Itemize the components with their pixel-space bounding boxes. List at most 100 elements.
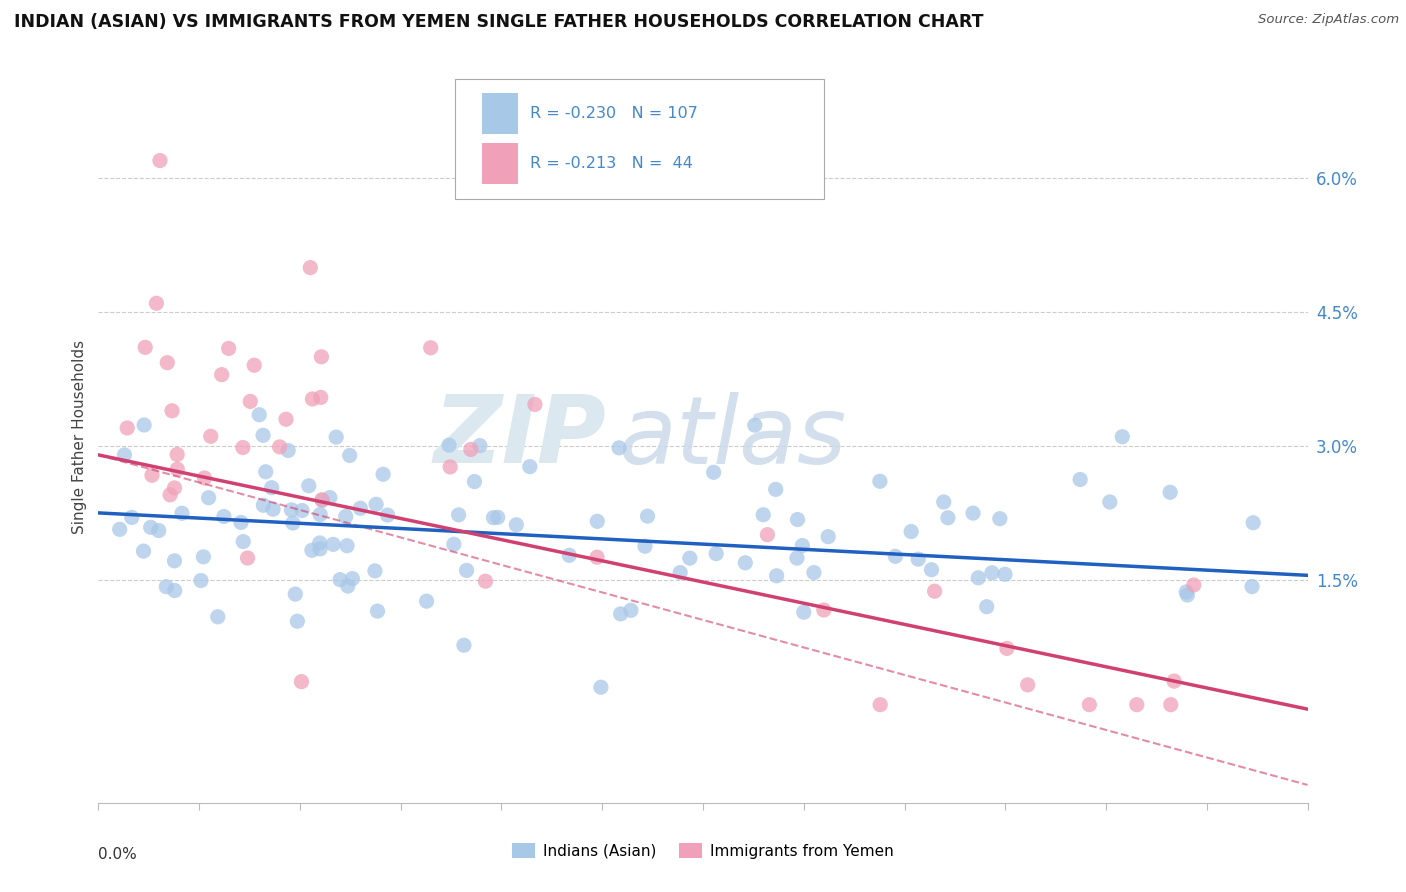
Point (260, 481, 283, 495)
Point (284, 587, 307, 601)
Point (981, 566, 1004, 580)
Point (920, 563, 942, 577)
Point (679, 551, 702, 566)
Point (669, 566, 692, 580)
Point (232, 441, 254, 455)
Point (281, 516, 304, 530)
Point (994, 567, 1017, 582)
Point (121, 510, 143, 524)
Text: R = -0.230   N = 107: R = -0.230 N = 107 (530, 106, 697, 120)
Point (1069, 473, 1091, 487)
Point (141, 468, 163, 483)
Point (793, 605, 815, 619)
Point (367, 604, 389, 618)
Point (1098, 495, 1121, 509)
Point (274, 412, 297, 426)
Point (1182, 578, 1205, 592)
Point (254, 465, 277, 479)
Point (734, 556, 756, 570)
Point (243, 358, 266, 372)
Point (765, 483, 787, 497)
Point (139, 520, 162, 534)
Point (1078, 698, 1101, 712)
Point (252, 428, 274, 442)
Text: atlas: atlas (619, 392, 846, 483)
Text: ZIP: ZIP (433, 391, 606, 483)
Point (308, 536, 330, 550)
Point (301, 392, 323, 406)
Point (309, 391, 332, 405)
Point (329, 573, 352, 587)
Point (269, 440, 291, 454)
Point (988, 511, 1011, 525)
Point (620, 603, 643, 617)
Point (792, 539, 814, 553)
Point (364, 497, 387, 511)
Point (339, 449, 361, 463)
Point (744, 418, 766, 433)
Point (309, 508, 332, 522)
Point (869, 698, 891, 712)
Point (132, 544, 155, 558)
FancyBboxPatch shape (482, 144, 517, 184)
Point (607, 441, 630, 455)
Point (1111, 430, 1133, 444)
Point (291, 503, 314, 517)
Point (132, 417, 155, 432)
Point (474, 574, 496, 589)
Point (159, 488, 181, 502)
Point (163, 554, 186, 568)
Point (468, 439, 491, 453)
Point (112, 448, 135, 462)
Point (813, 603, 835, 617)
Point (589, 680, 612, 694)
Point (752, 508, 775, 522)
Point (1017, 678, 1039, 692)
Point (277, 443, 299, 458)
Point (439, 459, 461, 474)
Point (342, 572, 364, 586)
Point (247, 408, 270, 422)
Point (463, 475, 485, 489)
Point (967, 571, 990, 585)
Point (523, 397, 546, 411)
Point (193, 471, 215, 485)
Point (924, 584, 946, 599)
Point (170, 506, 193, 520)
FancyBboxPatch shape (482, 94, 517, 134)
Point (155, 580, 177, 594)
Point (285, 614, 308, 628)
Point (482, 510, 505, 524)
Point (756, 527, 779, 541)
Point (163, 481, 186, 495)
Point (486, 510, 509, 524)
Point (519, 459, 541, 474)
Point (134, 340, 156, 354)
Point (207, 609, 229, 624)
Point (1126, 698, 1149, 712)
Point (415, 594, 437, 608)
Point (319, 491, 342, 505)
Point (443, 537, 465, 551)
Point (505, 517, 527, 532)
Y-axis label: Single Father Households: Single Father Households (72, 340, 87, 534)
Point (349, 501, 371, 516)
Point (163, 583, 186, 598)
Point (371, 467, 394, 482)
Text: R = -0.213   N =  44: R = -0.213 N = 44 (530, 155, 693, 170)
Point (962, 506, 984, 520)
Point (211, 368, 233, 382)
Text: Source: ZipAtlas.com: Source: ZipAtlas.com (1258, 13, 1399, 27)
Point (704, 547, 727, 561)
Point (1159, 485, 1181, 500)
Point (160, 404, 183, 418)
Point (936, 510, 959, 524)
Point (609, 607, 631, 621)
Point (309, 541, 332, 556)
Point (190, 574, 212, 588)
Point (637, 509, 659, 524)
Point (299, 260, 322, 275)
Point (586, 514, 609, 528)
Point (1160, 698, 1182, 712)
Point (456, 563, 478, 577)
